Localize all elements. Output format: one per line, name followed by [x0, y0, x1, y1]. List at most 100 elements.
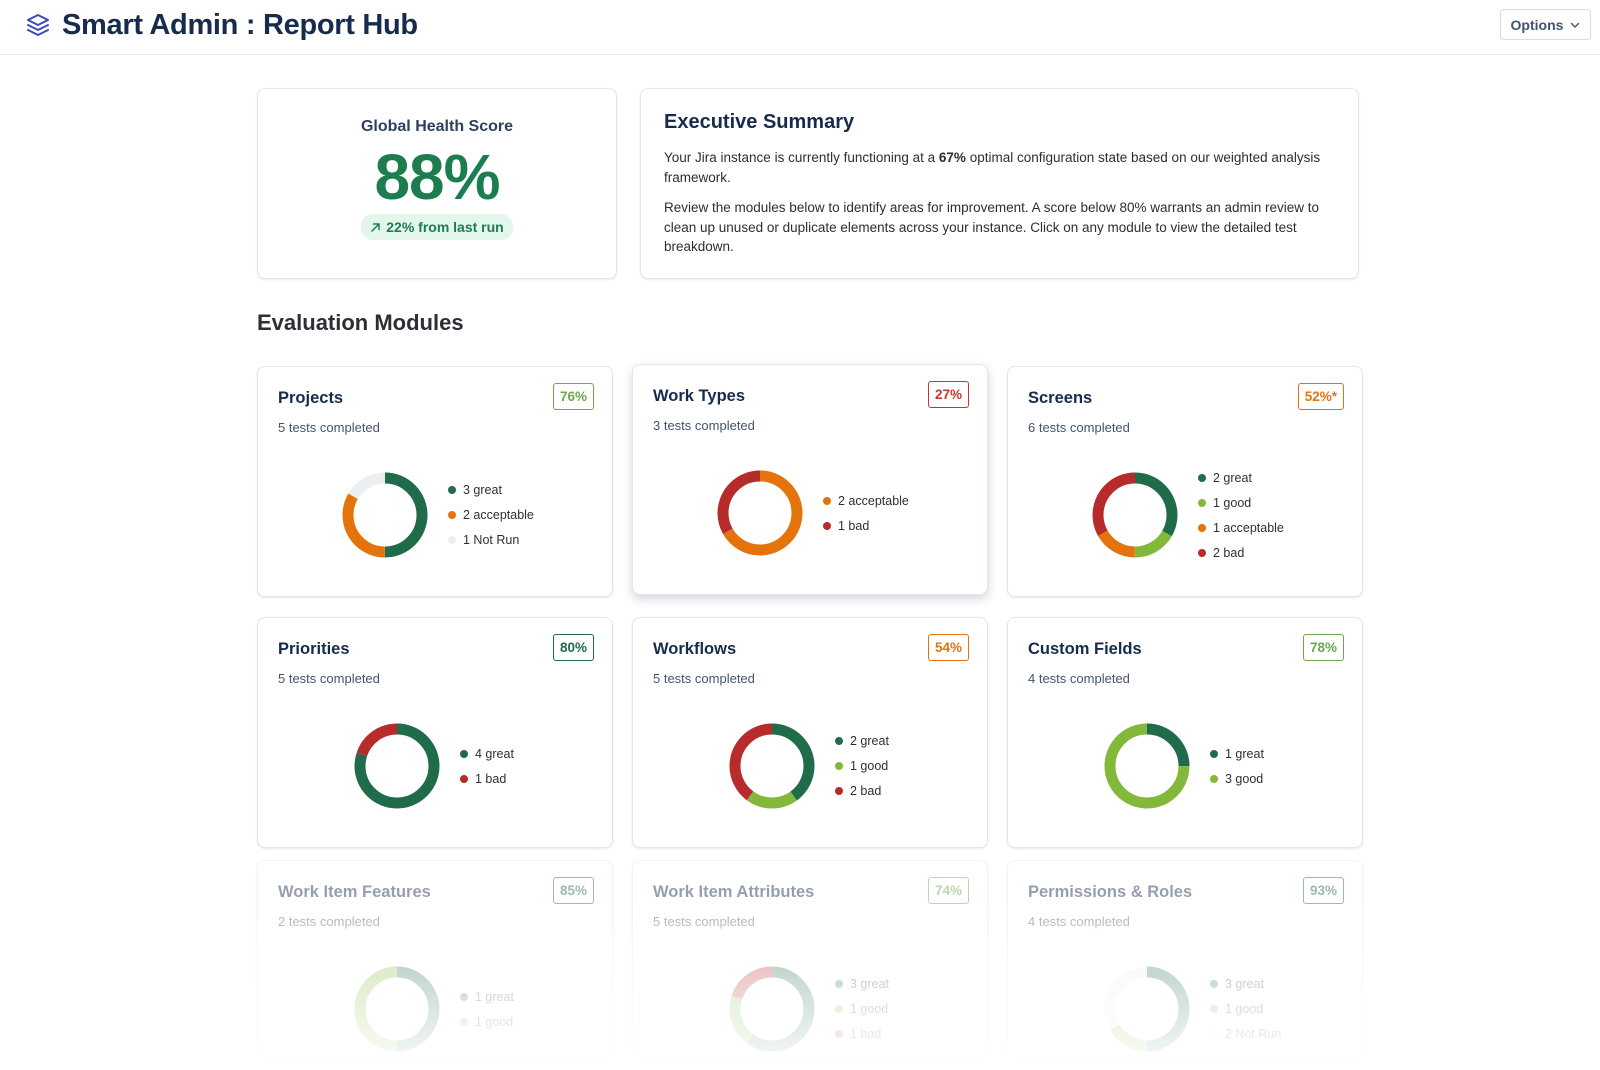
legend-dot-great: [835, 980, 843, 988]
legend-item: 2 bad: [1198, 540, 1284, 565]
module-title: Permissions & Roles: [1028, 883, 1193, 901]
legend-dot-bad: [835, 1030, 843, 1038]
module-score-badge: 78%: [1302, 634, 1344, 661]
summary-p1-highlight: 67%: [938, 150, 966, 165]
executive-summary-card: Executive Summary Your Jira instance is …: [640, 88, 1359, 279]
summary-p1-text: Your Jira instance is currently function…: [664, 150, 939, 165]
legend-dot-great: [448, 486, 456, 494]
legend-label: 3 great: [1225, 977, 1264, 991]
legend-label: 2 bad: [850, 784, 882, 798]
legend-label: 3 great: [850, 977, 889, 991]
stack-layers-icon: [27, 14, 49, 36]
summary-p1-text-end: optimal configuration state based on our…: [664, 150, 1321, 185]
module-legend: 1 great 3 good: [1210, 741, 1264, 791]
legend-item: 2 acceptable: [448, 503, 534, 528]
summary-paragraph-1: Your Jira instance is currently function…: [664, 148, 1335, 187]
health-score: 88%: [374, 141, 500, 213]
options-label: Options: [1510, 16, 1564, 33]
module-title: Work Types: [653, 387, 745, 405]
top-bar: Smart Admin : Report Hub Options: [0, 0, 1600, 55]
legend-item: 3 great: [1210, 972, 1281, 997]
module-subtitle: 4 tests completed: [1028, 671, 1130, 686]
summary-paragraph-2: Review the modules below to identify are…: [664, 200, 1320, 254]
module-title: Custom Fields: [1028, 640, 1142, 658]
legend-item: 1 great: [460, 984, 514, 1009]
health-label: Global Health Score: [360, 118, 514, 135]
legend-dot-acceptable: [448, 511, 456, 519]
legend-label: 3 good: [1225, 771, 1264, 786]
module-card[interactable]: Priorities 5 tests completed 80% 4 great 1 b…: [257, 617, 613, 848]
legend-label: 2 great: [1213, 470, 1252, 485]
module-title: Workflows: [653, 640, 737, 658]
legend-dot-great: [835, 737, 843, 745]
legend-dot-not-run: [448, 536, 456, 544]
module-card[interactable]: Workflows 5 tests completed 54% 2 great 1 go…: [632, 617, 988, 848]
module-score-badge: 80%: [552, 634, 594, 661]
legend-item: 1 good: [1198, 490, 1284, 515]
donut-segment-bad: [1092, 472, 1178, 558]
legend-label: 1 bad: [475, 771, 507, 786]
legend-dot-great: [460, 749, 468, 758]
legend-dot-great: [1198, 473, 1206, 482]
module-title: Projects: [278, 389, 344, 407]
module-score-badge: 54%: [927, 634, 969, 661]
legend-label: 1 acceptable: [1213, 520, 1284, 535]
module-legend: 3 great 1 good 2 Not Run: [1210, 972, 1281, 1047]
legend-label: 1 good: [850, 759, 889, 773]
legend-label: 1 great: [1225, 746, 1264, 761]
module-card[interactable]: Work Item Features 2 tests completed 85% 1 …: [257, 860, 613, 1060]
module-card[interactable]: Custom Fields 4 tests completed 78% 1 great…: [1007, 617, 1363, 848]
module-subtitle: 5 tests completed: [278, 420, 380, 435]
legend-dot-good: [835, 1005, 843, 1013]
module-legend: 1 great 1 good: [460, 984, 514, 1034]
legend-dot-good: [1198, 498, 1206, 507]
module-card[interactable]: Projects 5 tests completed 76% 3 great 2 acc…: [257, 366, 613, 597]
legend-label: 3 great: [463, 483, 502, 497]
module-score-badge: 93%: [1302, 877, 1344, 904]
module-score-badge: 27%: [927, 381, 969, 408]
legend-item: 2 Not Run: [1210, 1022, 1281, 1047]
legend-dot-bad: [823, 521, 831, 530]
legend-dot-bad: [460, 774, 468, 783]
legend-label: 1 good: [1225, 1002, 1264, 1016]
donut-segment-bad: [729, 723, 815, 809]
legend-item: 3 great: [448, 478, 534, 503]
module-score-badge: 52%*: [1297, 383, 1344, 410]
module-subtitle: 5 tests completed: [278, 671, 380, 686]
legend-dot-bad: [835, 787, 843, 795]
legend-dot-good: [460, 1017, 468, 1026]
legend-label: 1 good: [850, 1002, 889, 1016]
legend-dot-not-run: [1210, 1030, 1218, 1038]
section-title: Evaluation Modules: [257, 310, 464, 335]
legend-item: 2 great: [835, 729, 889, 754]
module-card[interactable]: Work Item Attributes 5 tests completed 74%…: [632, 860, 988, 1060]
legend-label: 1 Not Run: [463, 533, 520, 547]
legend-label: 2 great: [850, 734, 889, 748]
legend-dot-great: [1210, 980, 1218, 988]
module-subtitle: 3 tests completed: [653, 418, 755, 433]
legend-item: 1 good: [1210, 997, 1281, 1022]
module-title: Work Item Attributes: [653, 883, 815, 901]
legend-item: 1 bad: [823, 513, 909, 538]
legend-dot-good: [835, 762, 843, 770]
legend-item: 1 good: [835, 754, 889, 779]
module-donut-chart: [354, 723, 440, 809]
module-legend: 3 great 1 good 1 bad: [835, 972, 889, 1047]
legend-label: 2 acceptable: [838, 493, 909, 508]
arrow-up-right-icon: [371, 222, 380, 232]
module-score-badge: 76%: [552, 383, 594, 410]
legend-dot-bad: [1198, 548, 1206, 557]
module-card[interactable]: Permissions & Roles 4 tests completed 93% 3…: [1007, 860, 1363, 1060]
module-card[interactable]: Screens 6 tests completed 52%* 2 great 1 goo…: [1007, 366, 1363, 597]
options-button[interactable]: Options: [1500, 9, 1591, 40]
module-legend: 2 acceptable 1 bad: [823, 488, 909, 538]
module-donut-chart: [342, 472, 428, 558]
legend-dot-great: [460, 992, 468, 1001]
module-score-badge: 85%: [552, 877, 594, 904]
app-title: Smart Admin : Report Hub: [62, 9, 418, 41]
donut-segment-bad: [354, 723, 440, 809]
module-subtitle: 5 tests completed: [653, 671, 755, 686]
module-card[interactable]: Work Types 3 tests completed 27% 2 acceptab…: [632, 364, 988, 595]
donut-segment-good: [729, 723, 815, 809]
global-health-card: Global Health Score 88% 22% from last ru…: [257, 88, 617, 279]
